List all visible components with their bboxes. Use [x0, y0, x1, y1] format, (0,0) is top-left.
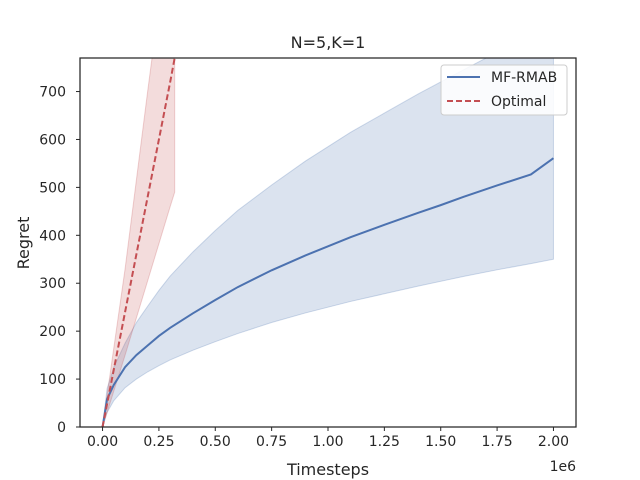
legend: MF-RMAB Optimal	[440, 64, 568, 116]
x-tick-label: 2.00	[538, 434, 569, 450]
y-tick-label: 100	[39, 372, 66, 388]
y-tick-label: 500	[39, 180, 66, 196]
y-tick-label: 300	[39, 276, 66, 292]
x-tick-label: 0.75	[256, 434, 287, 450]
y-tick-label: 400	[39, 228, 66, 244]
x-tick-label: 0.25	[143, 434, 174, 450]
series-line-mf-rmab	[101, 157, 555, 427]
x-tick-label: 0.00	[87, 434, 118, 450]
band-mf-rmab	[102, 58, 554, 427]
y-axis-label: Regret	[14, 217, 33, 270]
y-tick-label: 0	[57, 420, 66, 436]
x-tick-label: 1.50	[425, 434, 456, 450]
x-tick-label: 1.00	[312, 434, 343, 450]
legend-label-optimal: Optimal	[491, 94, 546, 110]
x-axis-label: Timesteps	[286, 460, 369, 479]
x-tick-label: 0.50	[200, 434, 231, 450]
plot-area	[80, 58, 576, 427]
series-line-optimal	[101, 58, 176, 427]
x-tick-label: 1.75	[482, 434, 513, 450]
chart-title: N=5,K=1	[291, 33, 366, 52]
y-tick-label: 600	[39, 132, 66, 148]
x-offset-label: 1e6	[550, 459, 577, 475]
y-tick-label: 200	[39, 324, 66, 340]
legend-label-mf-rmab: MF-RMAB	[491, 70, 557, 86]
x-tick-label: 1.25	[369, 434, 400, 450]
y-tick-label: 700	[39, 85, 66, 101]
